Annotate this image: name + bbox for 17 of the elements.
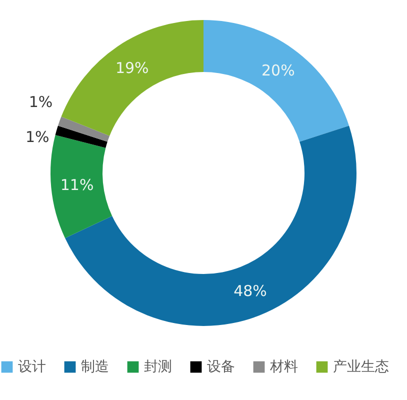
legend-label: 产业生态: [333, 359, 389, 375]
data-label: 1%: [28, 92, 53, 111]
legend-label: 材料: [269, 359, 298, 375]
donut-slice: [61, 20, 204, 136]
data-label: 48%: [234, 282, 267, 300]
legend-label: 封测: [144, 359, 172, 375]
data-label: 20%: [261, 61, 295, 80]
legend-label: 制造: [81, 359, 109, 375]
data-label: 11%: [60, 176, 94, 194]
donut-slice: [50, 134, 112, 238]
donut-slice: [204, 20, 350, 142]
donut-slice: [55, 126, 108, 148]
legend-label: 设备: [207, 359, 235, 375]
legend-label: 设计: [18, 359, 46, 375]
data-label: 19%: [115, 58, 149, 77]
data-label: 1%: [25, 128, 50, 146]
donut-slice: [58, 116, 110, 142]
